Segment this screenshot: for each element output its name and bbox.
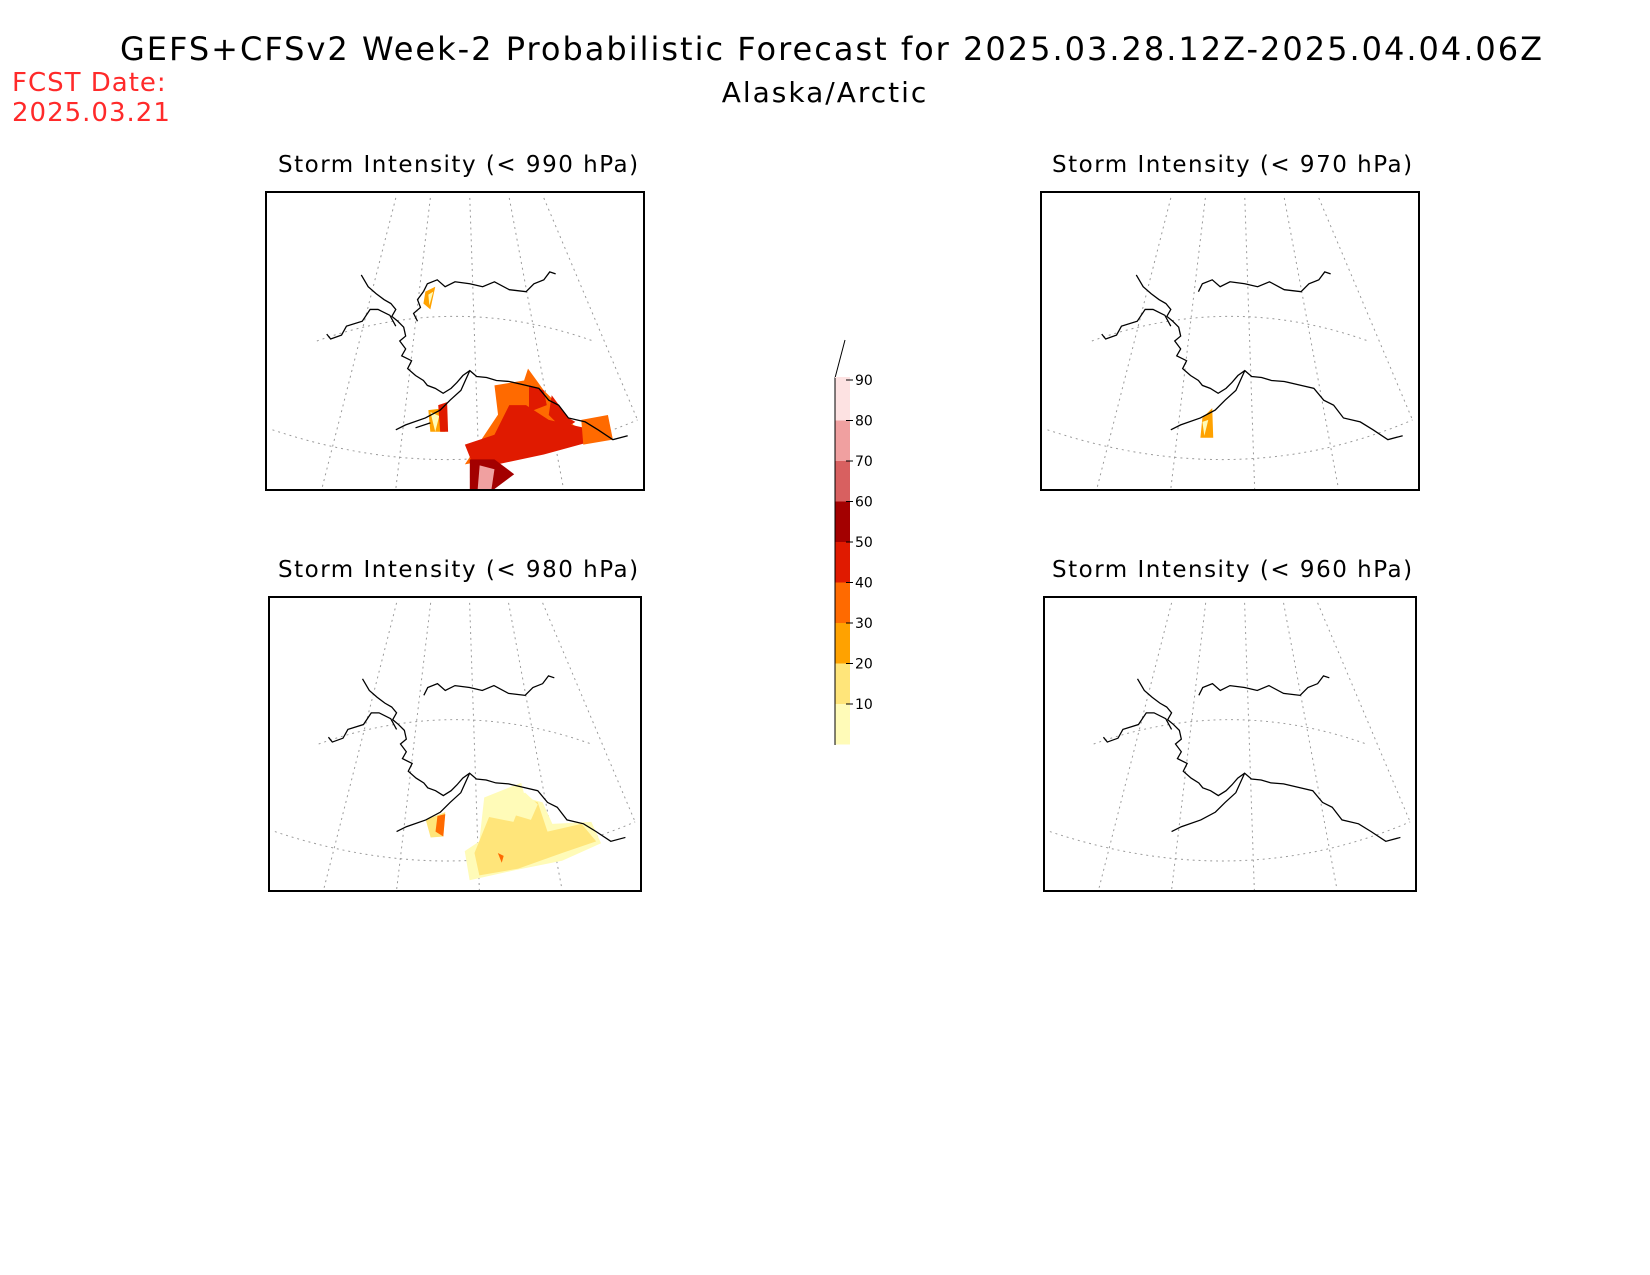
region-subtitle: Alaska/Arctic <box>721 76 929 109</box>
chart-title: GEFS+CFSv2 Week-2 Probabilistic Forecast… <box>120 30 1545 68</box>
colorbar-label: 30 <box>855 616 873 632</box>
map-panel-990 <box>265 191 645 491</box>
panel-title-960: Storm Intensity (< 960 hPa) <box>1052 557 1414 583</box>
graticule <box>1047 197 1413 489</box>
map-990 <box>272 197 638 489</box>
panel-title-980: Storm Intensity (< 980 hPa) <box>278 557 640 583</box>
colorbar-box <box>835 623 850 664</box>
colorbar-label: 20 <box>855 657 873 673</box>
map-960 <box>1049 602 1411 890</box>
colorbar-label: 40 <box>855 576 873 592</box>
colorbar-box <box>835 704 850 745</box>
graticule <box>1049 602 1411 890</box>
probability-shading <box>1200 408 1214 438</box>
map-panel-970 <box>1040 191 1420 491</box>
coastline <box>1101 271 1403 441</box>
map-panel-960 <box>1043 596 1417 892</box>
colorbar-box <box>835 377 850 421</box>
forecast-date-label: FCST Date: <box>12 68 167 98</box>
colorbar-label: 80 <box>855 414 873 430</box>
graticule <box>274 602 636 890</box>
coastline <box>326 271 628 441</box>
colorbar-box <box>835 461 850 502</box>
colorbar-box <box>835 420 850 461</box>
colorbar-box <box>835 501 850 542</box>
probability-shading <box>423 286 613 489</box>
colorbar-label: 90 <box>855 373 873 389</box>
colorbar-top-arrow <box>834 339 846 379</box>
coastline <box>1102 675 1401 843</box>
colorbar-label: 70 <box>855 454 873 470</box>
colorbar-box <box>835 582 850 623</box>
map-970 <box>1047 197 1413 489</box>
map-panel-980 <box>268 596 642 892</box>
colorbar-label: 50 <box>855 535 873 551</box>
colorbar: 10 20 30 40 50 60 70 80 90 <box>834 339 873 745</box>
forecast-date-value: 2025.03.21 <box>12 98 171 128</box>
panel-title-990: Storm Intensity (< 990 hPa) <box>278 152 640 178</box>
map-980 <box>274 602 636 890</box>
probability-shading <box>425 782 602 881</box>
colorbar-label: 10 <box>855 697 873 713</box>
coastline <box>327 675 626 843</box>
colorbar-box <box>835 663 850 704</box>
graticule <box>272 197 638 489</box>
forecast-date-block: FCST Date: 2025.03.21 <box>12 68 171 128</box>
panel-title-970: Storm Intensity (< 970 hPa) <box>1052 152 1414 178</box>
colorbar-box <box>835 542 850 583</box>
colorbar-label: 60 <box>855 495 873 511</box>
